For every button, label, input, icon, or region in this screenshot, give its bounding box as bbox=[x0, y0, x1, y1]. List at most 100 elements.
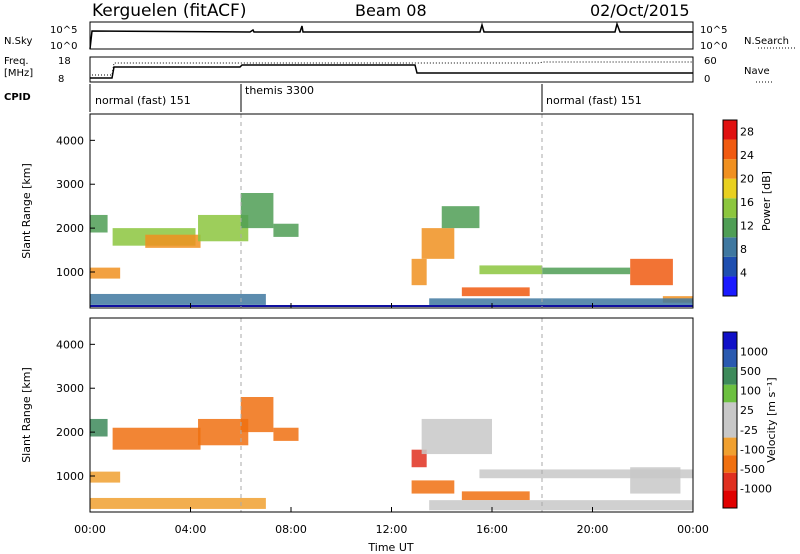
velocity-colorbar-tick-6: -500 bbox=[740, 463, 765, 476]
velocity-ytick-label-3: 4000 bbox=[56, 338, 84, 351]
freq-label-line2: [MHz] bbox=[4, 68, 33, 79]
power-scatter-region-8 bbox=[411, 258, 427, 286]
nsearch-top-tick: 10^5 bbox=[700, 25, 727, 36]
nsky-trace bbox=[89, 21, 693, 50]
freq-bottom-tick: 8 bbox=[58, 74, 64, 85]
power-colorbar-tick-3: 16 bbox=[740, 196, 754, 209]
power-colorbar-cell-0 bbox=[723, 276, 737, 296]
power-scatter-region-10 bbox=[441, 206, 480, 229]
power-panel: 1000 2000 3000 4000 Slant Range [km] bbox=[20, 113, 694, 309]
time-tick-label-4: 16:00 bbox=[476, 523, 508, 536]
power-colorbar-cell-3 bbox=[723, 217, 737, 238]
freq-strip-frame bbox=[89, 56, 694, 83]
nsky-bottom-tick: 10^0 bbox=[50, 41, 77, 52]
power-scatter-region-16 bbox=[429, 298, 693, 307]
velocity-colorbar-label: Velocity [m s⁻¹] bbox=[765, 377, 778, 462]
time-tick-label-3: 12:00 bbox=[376, 523, 408, 536]
velocity-colorbar-cell-5 bbox=[723, 420, 737, 438]
velocity-panel: 1000 2000 3000 4000 Slant Range [km] bbox=[20, 317, 694, 513]
station-title: Kerguelen (fitACF) bbox=[92, 1, 246, 21]
velocity-scatter-region-5 bbox=[273, 427, 299, 441]
velocity-colorbar: 1000 500 100 25 -25 -100 -500 -1000 bbox=[722, 331, 772, 509]
power-ytick-label-3: 4000 bbox=[56, 134, 84, 147]
power-colorbar-cell-1 bbox=[723, 256, 737, 277]
velocity-colorbar-cell-8 bbox=[723, 472, 737, 491]
velocity-colorbar-cell-6 bbox=[723, 437, 737, 456]
velocity-colorbar-cell-3 bbox=[723, 384, 737, 403]
power-data-layer bbox=[90, 193, 693, 307]
velocity-colorbar-cell-1 bbox=[723, 349, 737, 368]
time-tick-label-6: 00:00 bbox=[677, 523, 709, 536]
velocity-scatter-region-6 bbox=[90, 497, 266, 509]
power-colorbar-cell-6 bbox=[723, 159, 737, 179]
cpid-label: CPID bbox=[4, 92, 31, 103]
velocity-scatter-region-8 bbox=[411, 480, 455, 494]
velocity-scatter-region-9 bbox=[421, 418, 492, 455]
nsky-label: N.Sky bbox=[4, 36, 32, 47]
cpid-segment-0: normal (fast) 151 bbox=[95, 94, 191, 107]
velocity-y-axis: 1000 2000 3000 4000 bbox=[56, 338, 95, 483]
velocity-scatter-region-13 bbox=[429, 500, 693, 511]
power-scatter-region-6 bbox=[273, 223, 299, 237]
velocity-ytick-label-0: 1000 bbox=[56, 470, 84, 483]
velocity-scatter-region-2 bbox=[112, 427, 201, 450]
velocity-ylabel: Slant Range [km] bbox=[20, 367, 33, 463]
power-ytick-label-2: 3000 bbox=[56, 178, 84, 191]
velocity-scatter-region-1 bbox=[90, 418, 108, 437]
velocity-panel-background bbox=[90, 318, 693, 512]
cpid-segment-1: themis 3300 bbox=[245, 84, 314, 97]
velocity-scatter-region-11 bbox=[479, 469, 693, 479]
power-scatter-region-0 bbox=[90, 267, 121, 279]
velocity-colorbar-cell-7 bbox=[723, 455, 737, 473]
time-axis-label: Time UT bbox=[367, 541, 413, 554]
power-colorbar-cell-2 bbox=[723, 237, 737, 257]
power-colorbar-frame bbox=[722, 119, 738, 297]
velocity-colorbar-frame bbox=[722, 331, 738, 509]
power-colorbar-tick-2: 12 bbox=[740, 220, 754, 233]
power-colorbar-cell-4 bbox=[723, 198, 737, 218]
velocity-ytick-label-2: 3000 bbox=[56, 382, 84, 395]
power-colorbar-label: Power [dB] bbox=[760, 171, 773, 231]
power-colorbar-tick-5: 24 bbox=[740, 149, 754, 162]
power-colorbar-cell-8 bbox=[723, 120, 737, 140]
power-scatter-region-11 bbox=[461, 287, 530, 297]
power-colorbar-cell-5 bbox=[723, 178, 737, 199]
power-scatter-region-1 bbox=[90, 214, 108, 233]
velocity-colorbar-tick-4: -25 bbox=[740, 424, 758, 437]
velocity-colorbar-cell-4 bbox=[723, 402, 737, 420]
nave-bottom-tick: 0 bbox=[704, 74, 710, 85]
velocity-ytick-label-1: 2000 bbox=[56, 426, 84, 439]
power-scatter-region-12 bbox=[479, 265, 543, 275]
power-y-axis: 1000 2000 3000 4000 bbox=[56, 134, 95, 279]
time-tick-label-1: 04:00 bbox=[175, 523, 207, 536]
power-ylabel: Slant Range [km] bbox=[20, 163, 33, 259]
velocity-colorbar-tick-2: 100 bbox=[740, 385, 761, 398]
velocity-colorbar-tick-3: 25 bbox=[740, 404, 754, 417]
freq-top-tick: 18 bbox=[58, 56, 71, 67]
power-panel-background bbox=[90, 114, 693, 308]
power-colorbar-tick-6: 28 bbox=[740, 126, 754, 139]
power-colorbar-tick-1: 8 bbox=[740, 243, 747, 256]
power-scatter-region-14 bbox=[630, 258, 673, 286]
date-title: 02/Oct/2015 bbox=[590, 1, 690, 20]
velocity-scatter-region-4 bbox=[240, 397, 274, 433]
velocity-colorbar-cell-2 bbox=[723, 367, 737, 385]
time-tick-label-2: 08:00 bbox=[275, 523, 307, 536]
nsearch-label: N.Search bbox=[744, 36, 789, 47]
nave-label: Nave bbox=[744, 66, 770, 77]
time-tick-label-0: 00:00 bbox=[74, 523, 106, 536]
power-scatter-region-7 bbox=[90, 293, 266, 305]
velocity-colorbar-cell-9 bbox=[723, 490, 737, 508]
nsky-top-tick: 10^5 bbox=[50, 25, 77, 36]
power-ytick-label-0: 1000 bbox=[56, 266, 84, 279]
power-scatter-region-3 bbox=[145, 234, 201, 248]
velocity-scatter-region-12 bbox=[630, 467, 681, 494]
velocity-colorbar-cell-0 bbox=[723, 332, 737, 350]
power-colorbar: 4 8 12 16 20 24 28 bbox=[722, 119, 754, 297]
velocity-colorbar-tick-0: 1000 bbox=[740, 346, 768, 359]
power-scatter-region-5 bbox=[240, 193, 274, 229]
power-scatter-region-4 bbox=[198, 214, 249, 242]
nave-top-tick: 60 bbox=[704, 56, 717, 67]
nsky-strip-frame bbox=[89, 21, 694, 50]
